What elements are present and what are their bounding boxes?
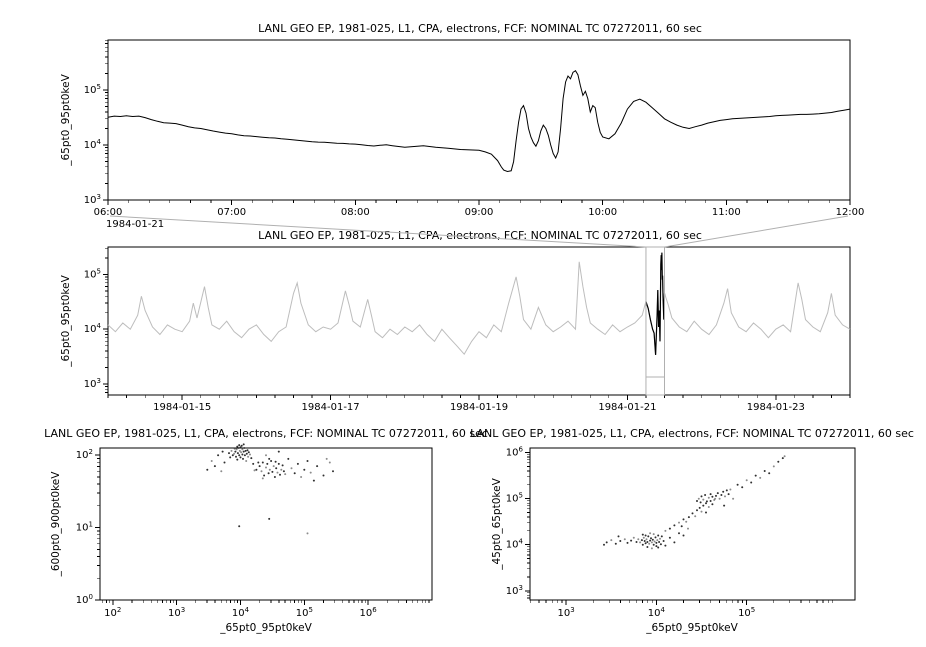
x-tick-label: 105 bbox=[738, 606, 755, 619]
x-tick-label: 1984-01-23 bbox=[747, 402, 805, 413]
y-tick-label: 103 bbox=[84, 193, 101, 206]
x-tick-label: 105 bbox=[296, 606, 313, 619]
y-tick-label: 103 bbox=[506, 584, 523, 597]
y-tick-label: 104 bbox=[84, 138, 102, 151]
x-tick-label: 104 bbox=[232, 606, 250, 619]
x-tick-label: 103 bbox=[168, 606, 185, 619]
top-timeseries-plot-area[interactable] bbox=[107, 39, 851, 201]
x-tick-label: 09:00 bbox=[465, 207, 494, 218]
x-tick-label: 10:00 bbox=[588, 207, 617, 218]
context-timeseries-highlight-series bbox=[645, 252, 666, 355]
x-tick-label: 1984-01-19 bbox=[450, 402, 508, 413]
x-tick-label: 1984-01-17 bbox=[302, 402, 360, 413]
zoom-connector-left bbox=[109, 215, 646, 248]
x-tick-label: 1984-01-15 bbox=[153, 402, 211, 413]
zoom-link-overlay bbox=[109, 215, 849, 396]
x-tick-label: 106 bbox=[360, 606, 378, 619]
x-tick-label: 104 bbox=[648, 606, 666, 619]
context-timeseries-group: 103 104 105 1984-01-15 1984-01-17 1984-01-19 1… bbox=[84, 246, 851, 413]
scatter-45-65-plot-area[interactable] bbox=[529, 447, 856, 601]
top-timeseries-series bbox=[107, 70, 851, 173]
y-tick-label: 104 bbox=[506, 538, 524, 551]
zoom-selection-box[interactable] bbox=[645, 246, 666, 396]
y-tick-label: 105 bbox=[506, 492, 523, 505]
x-axis-date-label: 1984-01-21 bbox=[106, 219, 164, 230]
top-timeseries-group: 103 104 105 06:00 07:00 08:00 09:00 10:00 11:00 1… bbox=[84, 39, 865, 230]
x-tick-label: 12:00 bbox=[836, 207, 865, 218]
scatter-45-65-scatter-points bbox=[603, 455, 786, 550]
x-tick-label: 102 bbox=[104, 606, 121, 619]
y-tick-label: 105 bbox=[84, 267, 101, 280]
scatter-600-900-scatter-points bbox=[206, 443, 334, 535]
x-tick-label: 1984-01-21 bbox=[598, 402, 656, 413]
scatter-600-900-group: 100 101 102 102 103 104 105 106 bbox=[76, 443, 433, 619]
context-timeseries-series bbox=[107, 252, 851, 356]
y-tick-label: 105 bbox=[84, 83, 101, 96]
y-tick-label: 101 bbox=[76, 521, 93, 534]
scatter-600-900-plot-area[interactable] bbox=[99, 447, 433, 601]
zoom-connector-right bbox=[664, 215, 849, 248]
x-tick-label: 103 bbox=[558, 606, 575, 619]
x-tick-label: 07:00 bbox=[217, 207, 246, 218]
y-tick-label: 100 bbox=[76, 593, 93, 606]
x-tick-label: 08:00 bbox=[341, 207, 370, 218]
scatter-45-65-group: 103 104 105 106 103 104 105 bbox=[506, 446, 856, 619]
y-tick-label: 106 bbox=[506, 446, 524, 459]
y-tick-label: 103 bbox=[84, 377, 101, 390]
x-tick-label: 06:00 bbox=[94, 207, 123, 218]
y-tick-label: 104 bbox=[84, 322, 102, 335]
x-tick-label: 11:00 bbox=[712, 207, 741, 218]
y-tick-label: 102 bbox=[76, 448, 93, 461]
context-timeseries-plot-area[interactable] bbox=[107, 246, 851, 396]
